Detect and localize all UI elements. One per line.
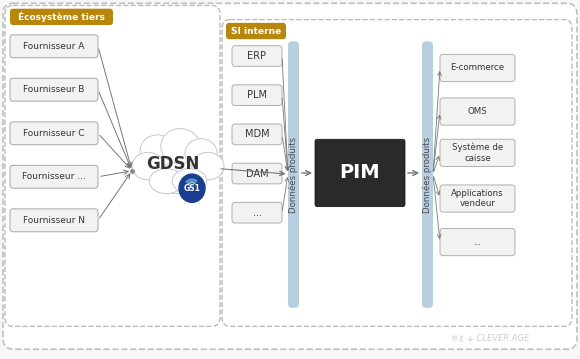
FancyBboxPatch shape — [3, 3, 577, 349]
Wedge shape — [185, 178, 198, 183]
FancyBboxPatch shape — [315, 139, 405, 207]
Text: GDSN: GDSN — [146, 155, 200, 173]
Text: Fournisseur N: Fournisseur N — [23, 216, 85, 225]
Ellipse shape — [149, 169, 184, 194]
Text: Applications
vendeur: Applications vendeur — [451, 189, 504, 208]
Text: SI interne: SI interne — [231, 27, 281, 36]
Text: ...: ... — [473, 238, 481, 247]
Ellipse shape — [192, 152, 224, 180]
Text: ERP: ERP — [248, 51, 266, 61]
Ellipse shape — [132, 152, 164, 180]
Text: Fournisseur A: Fournisseur A — [23, 42, 85, 51]
Ellipse shape — [161, 129, 200, 164]
FancyBboxPatch shape — [440, 185, 515, 212]
FancyBboxPatch shape — [422, 41, 433, 308]
Text: Données produits: Données produits — [289, 136, 298, 213]
Ellipse shape — [140, 135, 175, 167]
Text: Système de
caisse: Système de caisse — [452, 143, 503, 163]
Ellipse shape — [172, 169, 206, 194]
FancyBboxPatch shape — [440, 98, 515, 125]
Text: Écosystème tiers: Écosystème tiers — [18, 11, 105, 22]
Text: ...: ... — [252, 208, 262, 218]
Text: Fournisseur C: Fournisseur C — [23, 129, 85, 138]
FancyBboxPatch shape — [10, 209, 98, 232]
FancyBboxPatch shape — [226, 23, 286, 39]
FancyBboxPatch shape — [440, 139, 515, 167]
FancyBboxPatch shape — [232, 202, 282, 223]
Text: ❊⚷ ⚶ CLEVER AGE: ❊⚷ ⚶ CLEVER AGE — [451, 333, 529, 342]
Text: MDM: MDM — [245, 129, 269, 139]
Text: Fournisseur B: Fournisseur B — [23, 85, 85, 94]
Wedge shape — [187, 181, 196, 185]
FancyBboxPatch shape — [10, 122, 98, 145]
FancyBboxPatch shape — [232, 46, 282, 66]
FancyBboxPatch shape — [440, 55, 515, 81]
FancyBboxPatch shape — [10, 165, 98, 188]
FancyBboxPatch shape — [232, 163, 282, 184]
Text: Fournisseur ...: Fournisseur ... — [22, 172, 86, 181]
Text: GS1: GS1 — [183, 184, 201, 193]
FancyBboxPatch shape — [10, 35, 98, 58]
FancyBboxPatch shape — [232, 85, 282, 106]
Text: OMS: OMS — [467, 107, 487, 116]
FancyBboxPatch shape — [10, 78, 98, 101]
FancyBboxPatch shape — [288, 41, 299, 308]
Text: E-commerce: E-commerce — [451, 64, 505, 73]
FancyBboxPatch shape — [10, 9, 113, 25]
Text: Données produits: Données produits — [423, 136, 432, 213]
Ellipse shape — [146, 144, 209, 194]
Circle shape — [179, 174, 205, 202]
Text: PLM: PLM — [247, 90, 267, 100]
FancyBboxPatch shape — [440, 228, 515, 256]
Text: PIM: PIM — [340, 163, 380, 182]
Ellipse shape — [185, 139, 217, 169]
FancyBboxPatch shape — [232, 124, 282, 145]
Text: DAM: DAM — [246, 168, 269, 178]
